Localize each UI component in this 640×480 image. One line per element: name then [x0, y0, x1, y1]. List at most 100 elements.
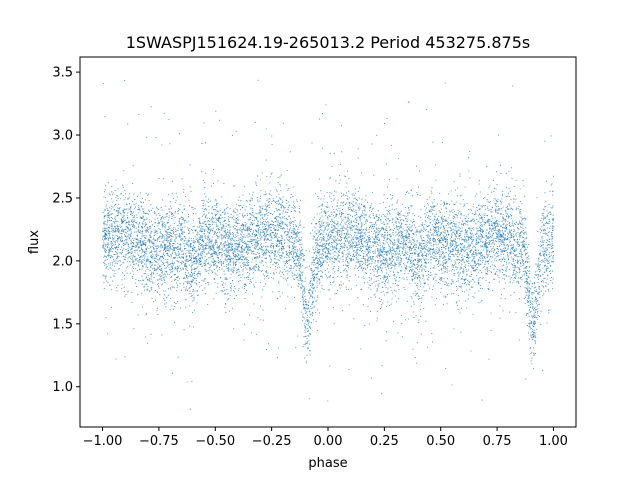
data-point: [324, 244, 326, 246]
data-point: [279, 209, 281, 212]
data-point: [341, 276, 343, 278]
data-point: [243, 249, 245, 251]
data-point: [485, 260, 487, 262]
data-point: [159, 294, 161, 296]
data-point: [527, 325, 529, 327]
data-point: [435, 227, 437, 229]
data-point: [322, 254, 325, 256]
data-point: [290, 265, 292, 267]
data-point: [461, 248, 463, 250]
data-point: [250, 214, 252, 216]
data-point: [321, 287, 323, 289]
data-point: [174, 269, 176, 271]
data-point: [403, 236, 405, 238]
data-point: [289, 235, 291, 237]
data-point: [507, 192, 509, 194]
data-point: [418, 297, 420, 300]
data-point: [110, 242, 112, 244]
data-point: [419, 279, 421, 281]
data-point: [505, 263, 507, 265]
data-point: [223, 265, 225, 267]
data-point: [315, 193, 317, 195]
data-point: [215, 198, 217, 200]
data-point: [136, 241, 138, 244]
data-point: [404, 270, 406, 272]
data-point: [224, 254, 226, 257]
data-point: [127, 290, 129, 292]
data-point: [545, 269, 547, 271]
data-point: [498, 223, 500, 225]
data-point: [489, 220, 491, 222]
data-point: [543, 258, 545, 260]
data-point: [402, 243, 404, 245]
data-point: [533, 353, 535, 355]
data-point: [389, 210, 391, 212]
data-point: [425, 248, 427, 251]
data-point: [452, 215, 455, 217]
data-point: [381, 245, 384, 247]
data-point: [188, 259, 190, 261]
data-point: [511, 167, 513, 169]
data-point: [333, 261, 335, 263]
data-point: [220, 262, 222, 264]
data-point: [366, 236, 368, 238]
data-point: [468, 208, 470, 211]
data-point: [161, 245, 163, 247]
data-point: [260, 205, 262, 208]
data-point: [286, 169, 288, 172]
data-point: [437, 263, 440, 265]
data-point: [292, 246, 294, 248]
data-point: [455, 246, 458, 249]
data-point: [108, 249, 110, 251]
data-point: [315, 312, 317, 314]
data-point: [189, 408, 191, 410]
data-point: [527, 305, 529, 307]
data-point: [239, 212, 241, 215]
data-point: [166, 233, 168, 235]
data-point: [194, 208, 196, 210]
data-point: [401, 203, 403, 205]
data-point: [239, 255, 241, 257]
data-point: [471, 228, 473, 230]
data-point: [386, 186, 388, 188]
data-point: [403, 241, 405, 243]
data-point: [406, 232, 408, 234]
data-point: [362, 269, 364, 271]
data-point: [329, 191, 331, 193]
data-point: [204, 215, 207, 217]
data-point: [373, 241, 375, 243]
data-point: [528, 284, 530, 286]
data-point: [486, 206, 488, 208]
data-point: [534, 310, 536, 312]
data-point: [376, 320, 378, 322]
data-point: [519, 278, 521, 280]
data-point: [141, 222, 143, 224]
data-point: [430, 259, 432, 261]
data-point: [499, 317, 501, 319]
data-point: [394, 228, 396, 230]
data-point: [151, 273, 153, 275]
data-point: [470, 237, 472, 239]
data-point: [460, 213, 462, 215]
data-point: [117, 241, 119, 243]
data-point: [189, 186, 191, 188]
data-point: [436, 222, 438, 225]
data-point: [301, 279, 304, 281]
data-point: [103, 256, 105, 258]
data-point: [158, 254, 160, 256]
data-point: [217, 227, 219, 229]
data-point: [205, 229, 207, 231]
data-point: [491, 211, 493, 213]
data-point: [279, 270, 281, 272]
data-point: [133, 204, 135, 206]
data-point: [327, 235, 329, 237]
data-point: [466, 224, 468, 226]
data-point: [256, 263, 258, 265]
data-point: [398, 221, 400, 223]
data-point: [523, 233, 525, 235]
data-point: [150, 235, 152, 237]
data-point: [155, 137, 157, 139]
data-point: [166, 249, 169, 252]
data-point: [535, 306, 537, 308]
data-point: [419, 281, 421, 283]
